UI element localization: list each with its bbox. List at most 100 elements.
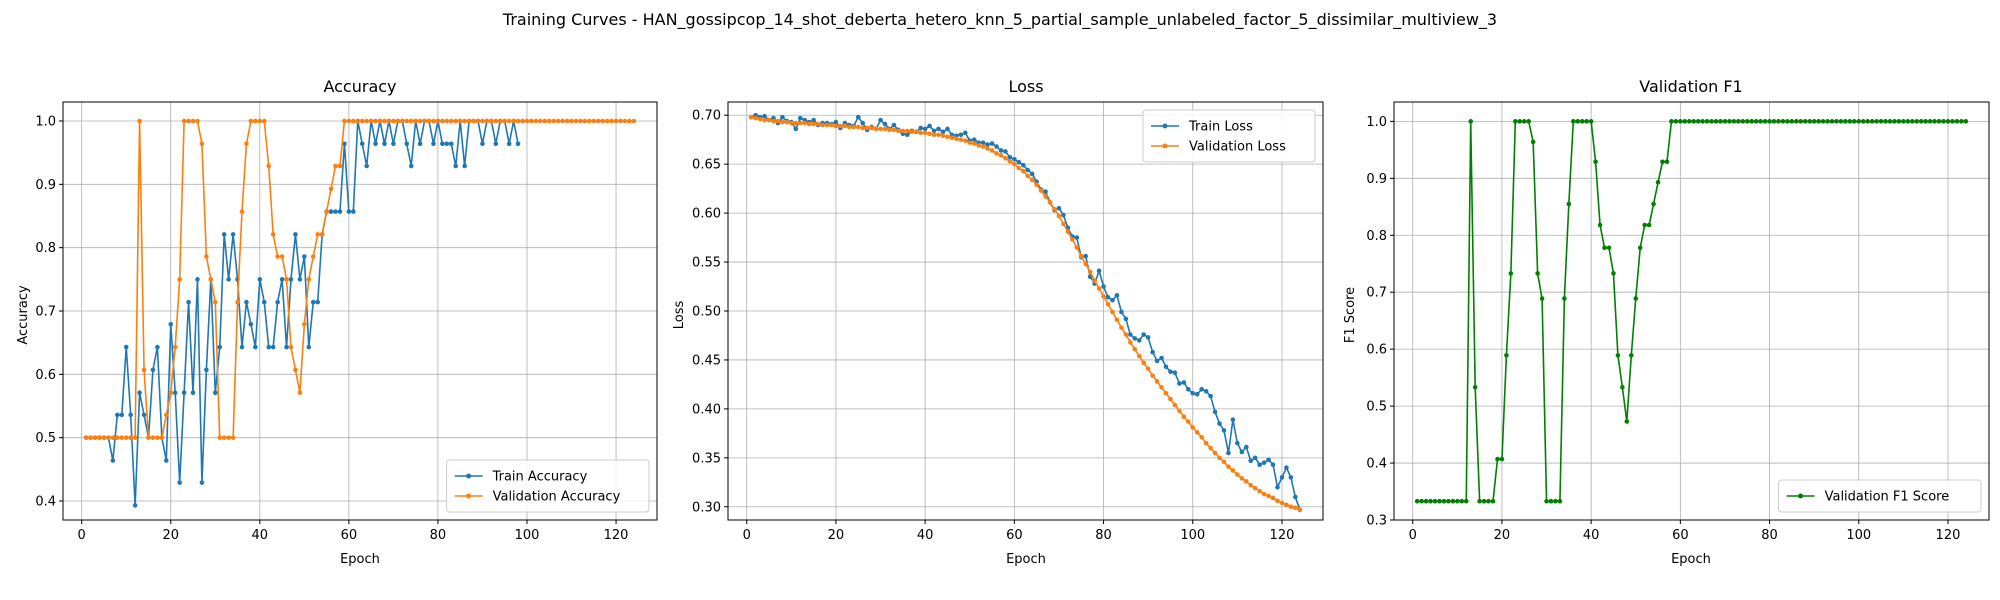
validation-accuracy-point <box>355 118 361 124</box>
validation-accuracy-point <box>266 163 272 169</box>
validation-f1-score-point <box>1896 119 1902 124</box>
validation-accuracy-point <box>368 118 374 124</box>
validation-f1-score-point <box>1642 222 1647 228</box>
train-loss-point <box>1110 297 1115 303</box>
train-loss-point <box>1128 332 1133 337</box>
validation-f1-score-point <box>1753 119 1759 124</box>
train-loss-point <box>1123 316 1129 322</box>
loss-plot-area: 0 20 40 60 80 100 120 0.30 0.35 0.40 0.45 0.50 0.55 0… <box>692 101 1324 543</box>
train-accuracy-point <box>440 141 445 147</box>
validation-f1-score-point <box>1575 119 1581 124</box>
validation-accuracy-point <box>391 118 396 124</box>
validation-loss-point <box>913 129 919 135</box>
validation-f1-score-point <box>1838 119 1844 124</box>
validation-accuracy-point <box>119 435 125 440</box>
validation-accuracy-point <box>297 390 303 396</box>
train-loss-point <box>1172 370 1178 375</box>
train-loss-point <box>1199 387 1204 392</box>
validation-loss-point <box>1186 419 1191 424</box>
validation-f1-score-point <box>1718 119 1723 124</box>
validation-loss-point <box>829 122 834 128</box>
train-loss-point <box>1212 409 1218 415</box>
validation-accuracy-legend-marker <box>466 493 472 499</box>
validation-accuracy-point <box>257 118 263 124</box>
validation-loss-point <box>1132 346 1138 352</box>
validation-f1-score-point <box>1785 119 1790 124</box>
validation-accuracy-point <box>172 344 178 350</box>
train-loss-point <box>998 148 1004 153</box>
train-loss-point <box>1029 171 1035 177</box>
accuracy-y-tick-label: 0.9 <box>35 178 56 193</box>
train-accuracy-point <box>293 232 298 237</box>
train-loss-point <box>994 144 999 149</box>
validation-accuracy-point <box>444 118 450 124</box>
validation-f1-score-point <box>1883 119 1888 124</box>
f1-x-axis-label: Epoch <box>1671 552 1711 567</box>
validation-accuracy-point <box>168 390 174 396</box>
accuracy-y-tick-label: 0.7 <box>35 305 56 320</box>
validation-accuracy-point <box>359 118 365 124</box>
validation-accuracy-point <box>324 209 329 214</box>
validation-loss-point <box>1034 182 1039 188</box>
validation-accuracy-point <box>159 435 165 440</box>
train-loss-point <box>1284 465 1289 470</box>
validation-f1-score-point <box>1579 119 1585 124</box>
validation-f1-score-point <box>1646 222 1652 228</box>
validation-accuracy-point <box>275 254 280 259</box>
validation-loss-point <box>1275 498 1280 504</box>
validation-accuracy-point <box>132 435 138 440</box>
validation-f1-score-point <box>1557 498 1563 504</box>
validation-accuracy-point <box>155 435 160 440</box>
validation-accuracy-point <box>248 118 254 124</box>
accuracy-legend: Train Accuracy Validation Accuracy <box>446 459 650 513</box>
train-accuracy-point <box>408 163 414 169</box>
validation-f1-score-point <box>1508 271 1514 276</box>
validation-loss-point <box>1217 455 1222 461</box>
validation-loss-point <box>1065 229 1071 235</box>
validation-loss-point <box>1087 269 1093 275</box>
train-loss-point <box>1186 387 1191 392</box>
validation-loss-point <box>949 135 955 141</box>
loss-panel-title: Loss <box>1008 77 1043 96</box>
validation-loss-point <box>1096 286 1102 291</box>
validation-loss-point <box>1123 332 1129 337</box>
validation-f1-score-point <box>1597 222 1603 228</box>
train-accuracy-point <box>342 141 347 147</box>
validation-accuracy-point <box>622 118 628 124</box>
validation-accuracy-point <box>235 299 240 305</box>
validation-f1-score-point <box>1419 498 1424 504</box>
validation-loss-point <box>1284 502 1289 508</box>
train-loss-point <box>1217 421 1222 426</box>
validation-loss-point <box>887 127 892 133</box>
validation-loss-point <box>1239 476 1245 481</box>
validation-f1-score-point <box>1414 498 1420 504</box>
validation-loss-point <box>1012 161 1017 167</box>
loss-y-tick-label: 0.40 <box>692 402 721 417</box>
validation-f1-score-point <box>1918 119 1924 124</box>
train-loss-point <box>793 126 799 132</box>
validation-accuracy-point <box>346 118 352 124</box>
validation-loss-point <box>1150 373 1155 378</box>
train-accuracy-point <box>431 141 436 147</box>
validation-accuracy-point <box>101 435 107 440</box>
validation-accuracy-point <box>595 118 601 124</box>
train-accuracy-point <box>119 412 125 418</box>
train-loss-point <box>1101 284 1106 289</box>
train-accuracy-point <box>221 232 227 237</box>
validation-loss-point <box>1248 482 1254 488</box>
accuracy-x-tick-label: 80 <box>430 528 447 543</box>
validation-f1-score-point <box>1486 498 1491 504</box>
validation-loss-point <box>1119 325 1124 330</box>
validation-f1-score-point <box>1548 498 1554 504</box>
validation-loss-point <box>815 121 821 127</box>
validation-f1-score-point <box>1802 119 1808 124</box>
loss-y-tick-label: 0.65 <box>692 158 721 173</box>
validation-f1-score-point <box>1628 353 1634 358</box>
validation-accuracy-point <box>395 118 401 124</box>
validation-accuracy-point <box>538 118 543 124</box>
validation-f1-score-point <box>1744 119 1750 124</box>
validation-f1-x-tick-label: 0 <box>1409 528 1417 543</box>
validation-accuracy-point <box>542 118 548 124</box>
validation-f1-x-tick-label: 80 <box>1761 528 1778 543</box>
